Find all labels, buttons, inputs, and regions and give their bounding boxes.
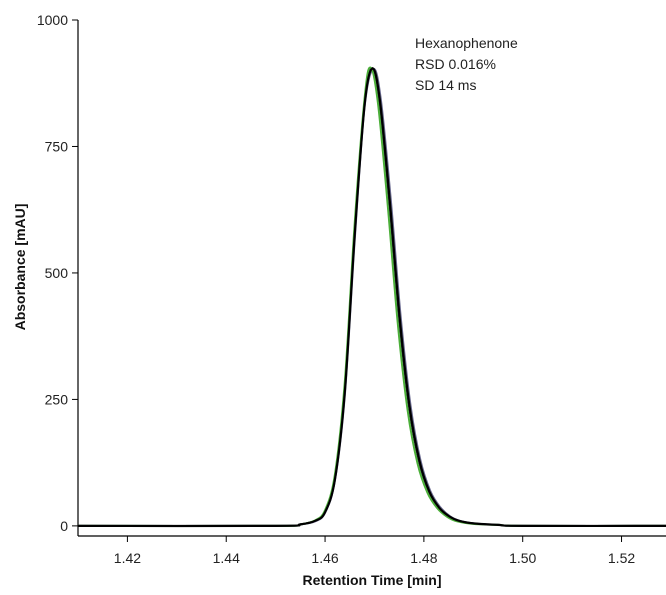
y-tick-label: 250 xyxy=(45,391,69,407)
chromatogram-trace-4 xyxy=(77,67,666,528)
annotation-compound-name: Hexanophenone xyxy=(415,35,518,51)
y-tick-label: 0 xyxy=(60,518,68,534)
x-tick-label: 1.42 xyxy=(114,550,141,566)
y-tick-label: 750 xyxy=(45,138,69,154)
chromatogram-trace-3 xyxy=(77,66,666,527)
y-axis-ticks: 0 250 500 750 1000 xyxy=(37,12,78,534)
annotation-sd: SD 14 ms xyxy=(415,77,476,93)
chromatogram-trace-1 xyxy=(77,67,666,527)
chromatogram-trace-2 xyxy=(77,68,666,527)
x-tick-label: 1.48 xyxy=(410,550,437,566)
y-tick-label: 500 xyxy=(45,265,69,281)
y-tick-label: 1000 xyxy=(37,12,68,28)
series-group xyxy=(77,66,666,528)
y-axis-title: Absorbance [mAU] xyxy=(12,204,28,331)
x-tick-label: 1.46 xyxy=(311,550,338,566)
annotation-rsd: RSD 0.016% xyxy=(415,56,496,72)
x-tick-label: 1.50 xyxy=(509,550,536,566)
x-tick-label: 1.44 xyxy=(213,550,240,566)
x-axis-ticks: 1.42 1.44 1.46 1.48 1.50 1.52 xyxy=(114,536,635,566)
x-tick-label: 1.52 xyxy=(608,550,635,566)
x-axis-title: Retention Time [min] xyxy=(303,572,442,588)
